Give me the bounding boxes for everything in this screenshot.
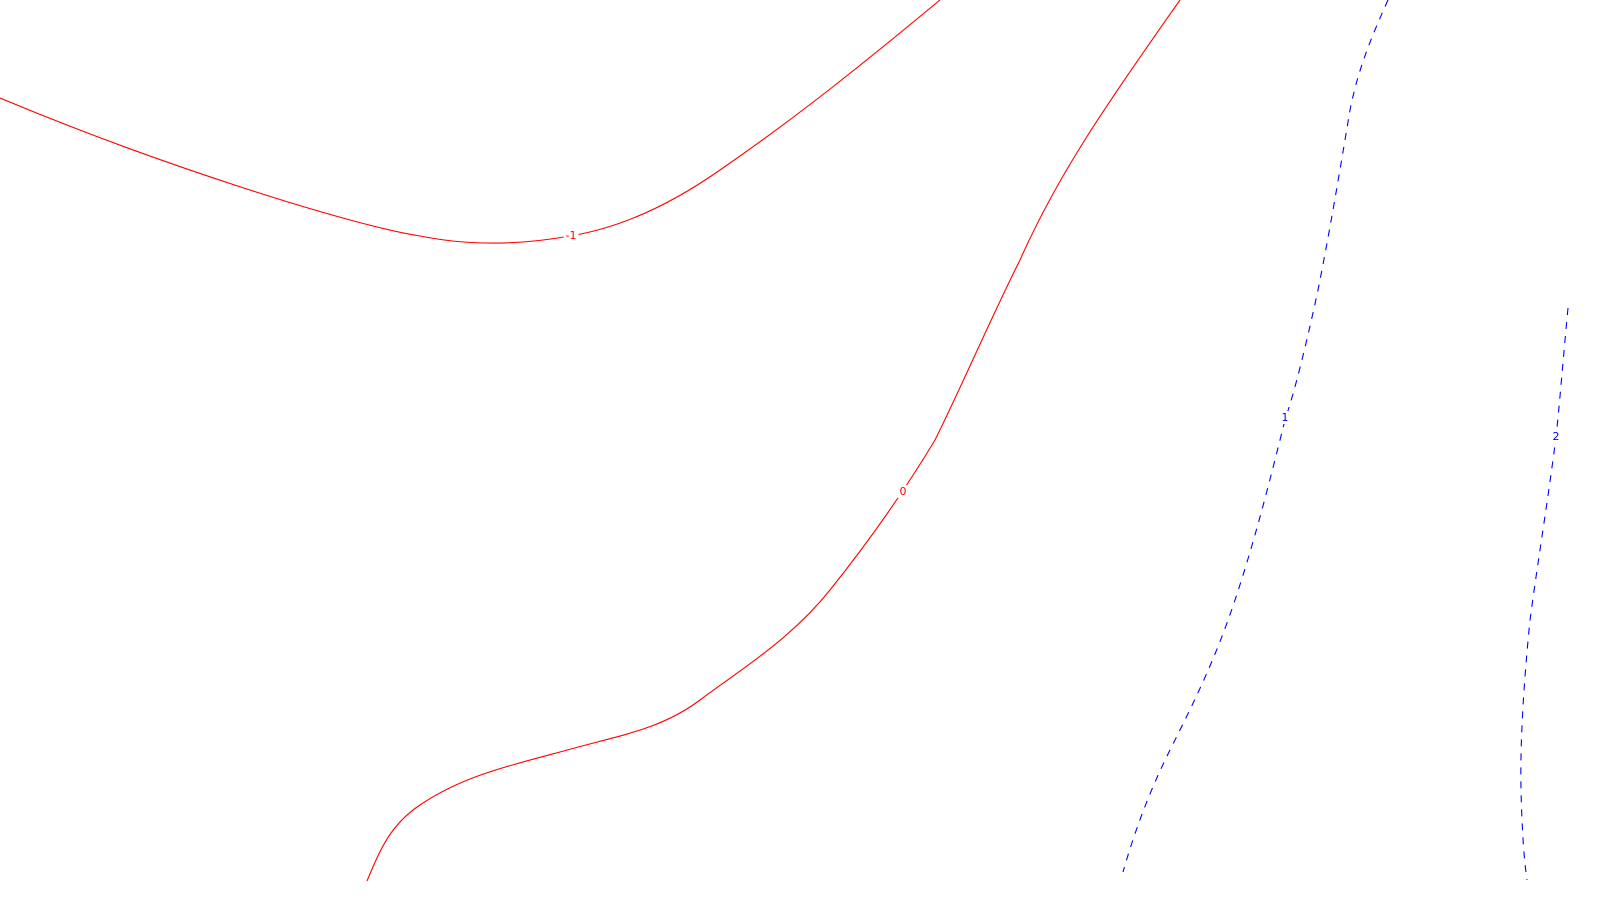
- contour-line-level-1: [1122, 0, 1389, 873]
- contour-label-background: [1550, 430, 1562, 443]
- contour-label-background: [1279, 411, 1291, 424]
- contour-label-level-0: 0: [900, 485, 907, 498]
- contour-label-level-2: 2: [1553, 430, 1560, 443]
- contour-label-background: [563, 229, 579, 242]
- contour-label-level-1: 1: [1282, 411, 1289, 424]
- contour-label-level-minus-1: -1: [566, 229, 577, 242]
- contour-line-level-0: [366, 0, 1181, 882]
- contour-label-background: [897, 485, 909, 498]
- contour-line-level-minus-1: [0, 0, 941, 244]
- contour-line-level-2: [1520, 307, 1569, 881]
